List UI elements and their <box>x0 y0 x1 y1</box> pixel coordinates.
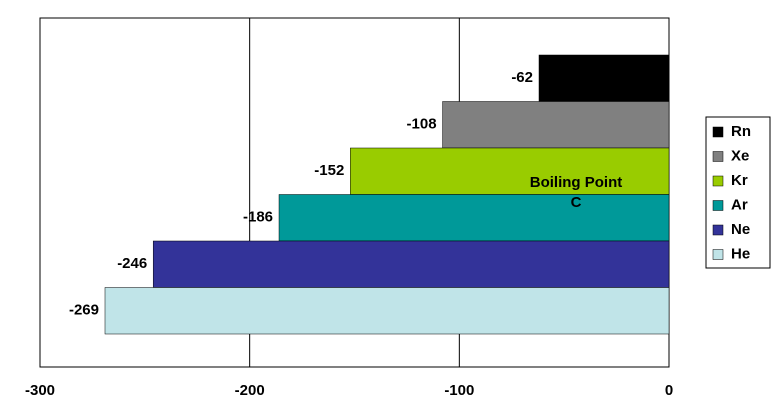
annotation: C <box>571 194 582 211</box>
x-tick-label: -100 <box>444 382 474 399</box>
legend-swatch <box>712 200 724 211</box>
x-tick-label: -200 <box>235 382 265 399</box>
legend-label: Xe <box>731 147 749 164</box>
annotation: Boiling Point <box>530 174 622 191</box>
data-label: -269 <box>69 302 99 319</box>
bar <box>538 54 670 102</box>
data-label: -186 <box>243 209 273 226</box>
bar <box>152 240 670 288</box>
legend-swatch <box>712 126 724 138</box>
data-label: -246 <box>117 255 147 272</box>
legend-label: He <box>731 245 750 262</box>
legend-label: Ar <box>731 196 748 213</box>
x-tick-label: 0 <box>665 382 673 399</box>
bar <box>442 101 670 149</box>
x-tick-label: -300 <box>25 382 55 399</box>
legend-label: Rn <box>731 123 751 140</box>
data-label: -62 <box>511 69 533 86</box>
legend-swatch <box>712 224 724 236</box>
bar <box>104 287 670 335</box>
data-label: -108 <box>407 116 437 133</box>
data-label: -152 <box>314 162 344 179</box>
legend-swatch <box>712 175 724 187</box>
legend-label: Kr <box>731 172 748 189</box>
legend-label: Ne <box>731 221 750 238</box>
legend-swatch <box>712 151 724 162</box>
legend-box <box>705 116 771 269</box>
bar <box>278 194 670 242</box>
legend-swatch <box>712 249 724 260</box>
